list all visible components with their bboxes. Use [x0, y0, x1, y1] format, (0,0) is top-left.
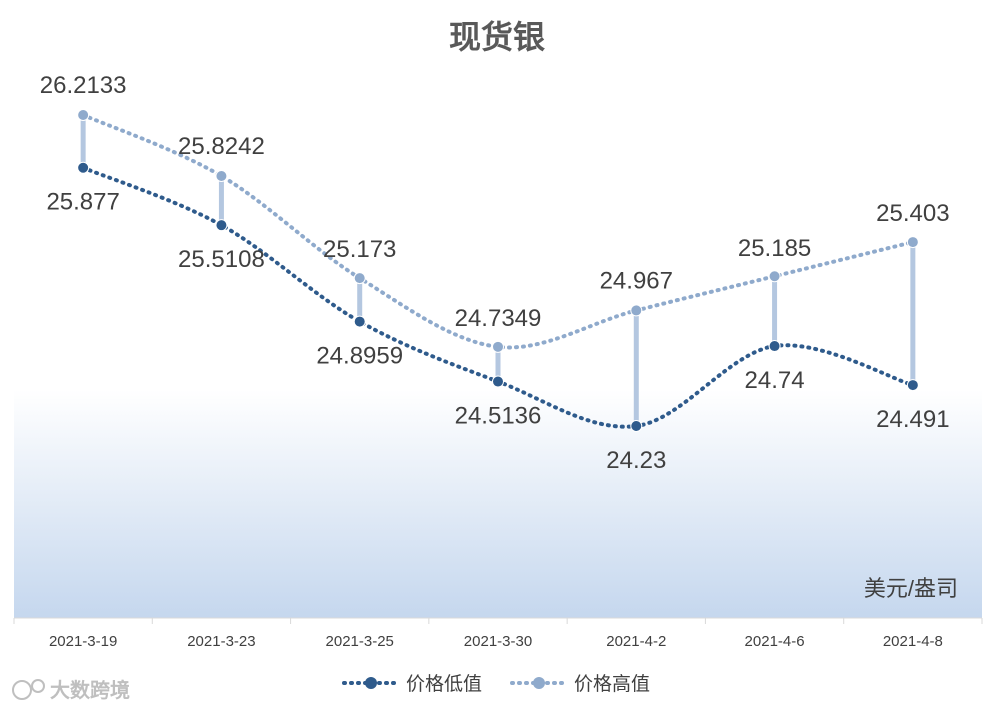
data-label-low: 24.491	[876, 406, 949, 433]
point-high	[768, 270, 781, 283]
plot-background	[14, 250, 982, 618]
point-high	[492, 340, 504, 353]
watermark: 大数跨境	[12, 678, 130, 702]
legend-item-low: 价格低值	[342, 673, 482, 695]
data-label-low: 24.5136	[455, 403, 542, 430]
data-label-high: 24.7349	[455, 305, 542, 332]
point-high	[630, 304, 643, 317]
high-low-lines	[80, 115, 916, 426]
x-tick-label: 2021-4-2	[606, 633, 666, 650]
legend-marker	[533, 677, 545, 689]
x-axis: 2021-3-19 2021-3-23 2021-3-25 2021-3-30 2021…	[13, 617, 983, 650]
point-high	[215, 170, 228, 183]
data-label-high: 25.403	[876, 200, 949, 227]
x-tick-label: 2021-3-19	[49, 633, 117, 650]
legend-label: 价格低值	[406, 673, 482, 695]
point-low	[906, 379, 919, 392]
legend: 价格低值 价格高值	[342, 673, 650, 695]
x-tick-label: 2021-4-8	[883, 633, 943, 650]
data-points	[77, 109, 919, 432]
point-low	[215, 219, 228, 232]
data-label-high: 25.8242	[178, 133, 265, 160]
point-low	[353, 315, 366, 328]
data-label-high: 24.967	[600, 267, 673, 294]
data-label-low: 24.8959	[316, 343, 403, 370]
legend-label: 价格高值	[574, 673, 650, 695]
unit-label: 美元/盎司	[864, 576, 958, 601]
point-high	[353, 272, 366, 285]
data-label-low: 25.877	[46, 189, 119, 216]
watermark-text: 大数跨境	[50, 678, 130, 702]
point-low	[768, 340, 781, 353]
legend-item-high: 价格高值	[510, 673, 650, 695]
chart-title: 现货银	[449, 19, 545, 55]
data-label-low: 24.23	[606, 447, 666, 474]
data-label-low: 25.5108	[178, 246, 265, 273]
data-labels: 26.2133 25.877 25.8242 25.5108 25.173 24.8959…	[40, 72, 950, 474]
point-low	[630, 420, 643, 432]
point-high	[906, 236, 919, 249]
data-label-high: 25.173	[323, 236, 396, 263]
x-tick-label: 2021-3-30	[464, 633, 532, 650]
watermark-logo-dot-icon	[31, 679, 45, 693]
data-label-low: 24.74	[745, 367, 805, 394]
point-high	[77, 109, 90, 121]
x-tick-label: 2021-4-6	[745, 633, 805, 650]
point-low	[492, 375, 504, 388]
point-low	[77, 161, 90, 174]
data-label-high: 26.2133	[40, 72, 127, 99]
x-tick-label: 2021-3-25	[326, 633, 394, 650]
data-label-high: 25.185	[738, 235, 811, 262]
watermark-logo-icon	[12, 680, 32, 700]
x-tick-label: 2021-3-23	[187, 633, 255, 650]
legend-marker	[365, 677, 377, 689]
